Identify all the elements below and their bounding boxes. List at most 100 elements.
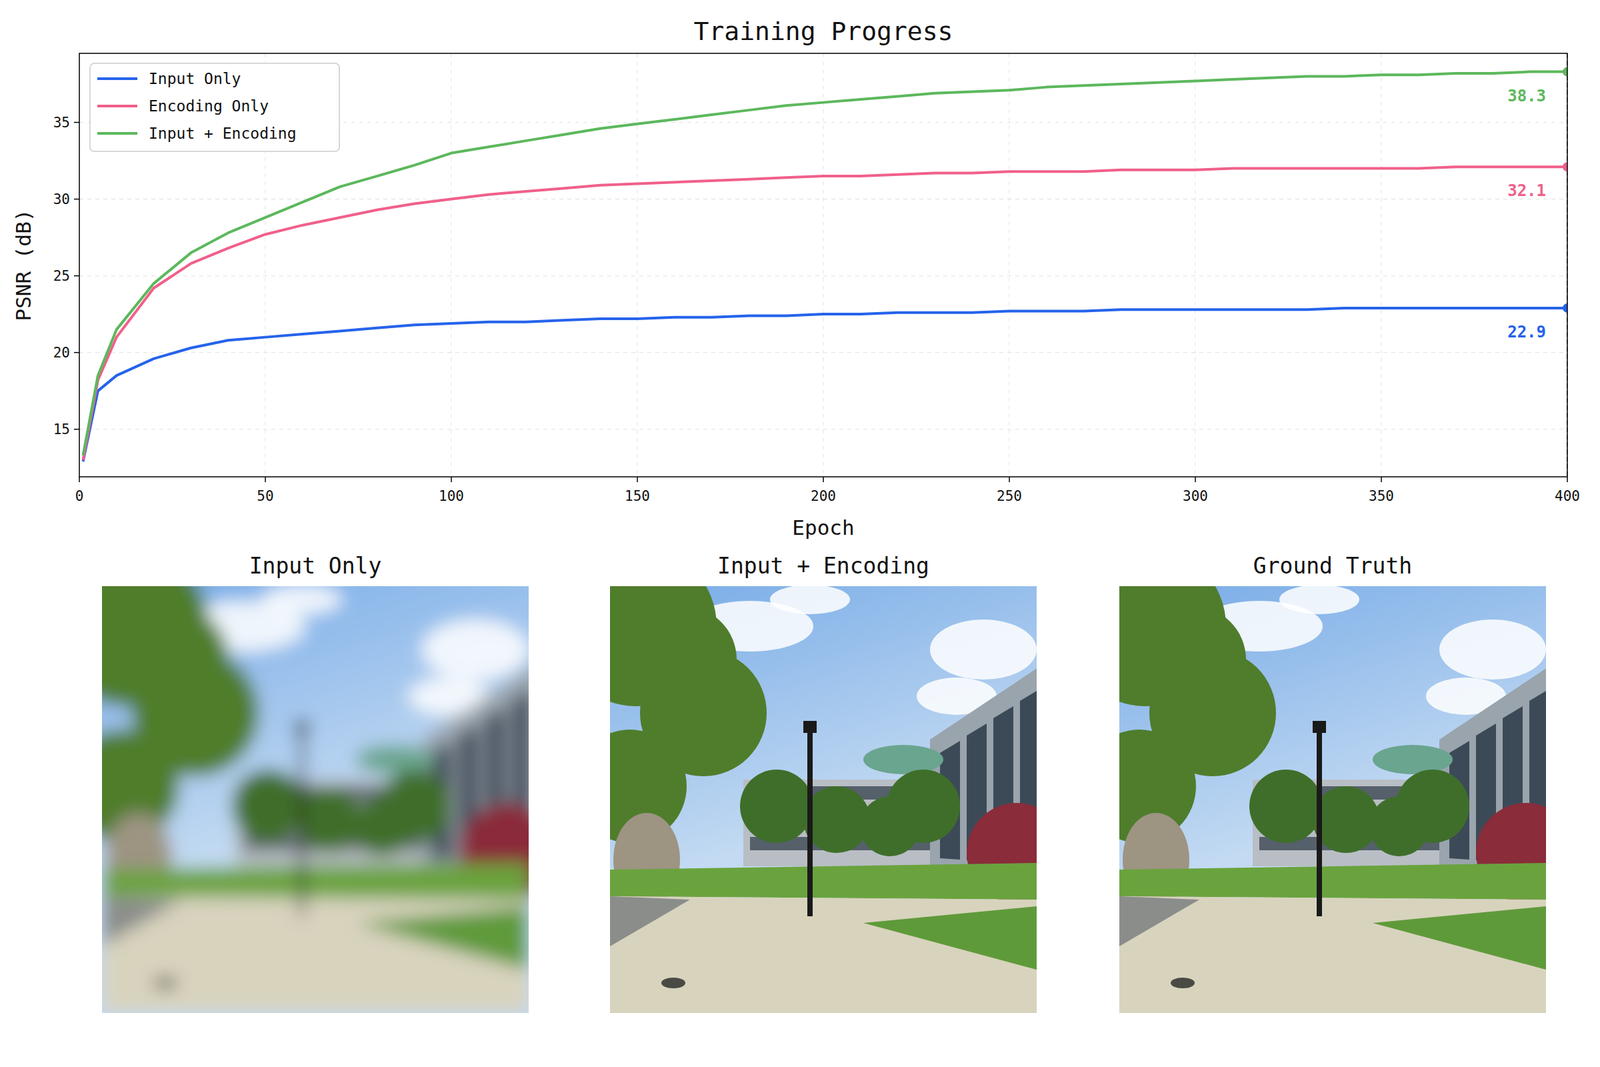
panel-image	[102, 586, 529, 1013]
y-tick-label: 30	[53, 191, 70, 208]
x-tick	[1008, 476, 1010, 482]
x-grid-line	[1194, 53, 1196, 477]
tree-foliage	[740, 769, 814, 843]
x-axis-label: Epoch	[792, 515, 854, 540]
lamp-post	[299, 726, 305, 916]
panel-title: Input + Encoding	[717, 552, 930, 579]
legend-label: Encoding Only	[148, 97, 269, 115]
cloud	[930, 619, 1037, 680]
x-tick-label: 350	[1368, 488, 1394, 504]
y-tick	[74, 352, 80, 354]
manhole	[1170, 977, 1195, 988]
pavement	[610, 896, 1037, 1013]
glass-dome	[1372, 744, 1453, 774]
tree-foliage	[803, 786, 870, 853]
grass	[102, 862, 529, 900]
pavement-shadow	[1119, 896, 1200, 946]
y-grid-line	[79, 275, 1568, 276]
legend-swatch	[97, 77, 138, 80]
y-tick	[74, 428, 80, 430]
annotations: 38.3 32.1 22.9	[1507, 86, 1546, 342]
x-tick	[822, 476, 824, 482]
tree-foliage	[122, 606, 229, 713]
lamp-head	[1312, 720, 1326, 733]
y-tick	[74, 198, 80, 200]
x-tick	[636, 476, 638, 482]
chart-title: Training Progress	[694, 16, 954, 46]
x-tick	[78, 476, 80, 482]
scene	[610, 586, 1037, 1013]
end-value-label: 22.9	[1507, 322, 1546, 342]
panel-image	[610, 586, 1037, 1013]
legend-swatch	[97, 104, 138, 108]
tree-foliage	[1249, 769, 1323, 843]
cloud	[422, 619, 529, 680]
tree-foliage	[295, 786, 362, 853]
grass	[1119, 862, 1546, 900]
x-tick-label: 300	[1182, 488, 1208, 504]
grass	[610, 862, 1037, 900]
end-point	[1562, 162, 1568, 172]
cloud	[1279, 586, 1360, 614]
end-point	[1562, 67, 1568, 77]
lamp-head	[295, 720, 309, 733]
tree-foliage	[232, 769, 306, 843]
x-tick-label: 250	[996, 488, 1022, 504]
x-tick	[1380, 476, 1382, 482]
x-tick	[450, 476, 452, 482]
data-layer	[83, 53, 1568, 477]
pavement	[102, 896, 529, 1013]
legend-label: Input Only	[148, 70, 241, 88]
x-tick	[264, 476, 266, 482]
y-tick	[74, 275, 80, 277]
legend-label: Input + Encoding	[148, 124, 297, 142]
tree-foliage	[352, 796, 412, 856]
x-grid-line	[822, 53, 824, 477]
end-value-label: 32.1	[1507, 181, 1546, 200]
legend-box	[90, 63, 340, 152]
x-grid-line	[1380, 53, 1382, 477]
plot-frame	[79, 53, 1568, 477]
lamp-post	[1316, 726, 1322, 916]
figure: Training Progress05010015020025030035040…	[0, 0, 1600, 1067]
grass-right	[355, 906, 529, 970]
x-grid-line	[1008, 53, 1010, 477]
y-grid-line	[79, 428, 1568, 430]
tree-foliage	[860, 796, 920, 856]
tree-foliage	[1369, 796, 1430, 856]
grid	[79, 53, 1568, 477]
tree-foliage	[630, 606, 737, 713]
y-tick-label: 15	[53, 421, 70, 438]
manhole	[661, 977, 686, 988]
x-grid-line	[636, 53, 638, 477]
legend: Input Only Encoding Only Input + Encoding	[90, 63, 340, 152]
panel-title: Ground Truth	[1253, 552, 1412, 579]
panel-title: Input Only	[249, 552, 382, 579]
x-tick-label: 200	[810, 488, 836, 504]
end-value-label: 38.3	[1507, 86, 1546, 106]
scene	[102, 586, 529, 1013]
manhole	[153, 977, 178, 988]
y-tick-label: 20	[53, 344, 70, 361]
x-tick	[1194, 476, 1196, 482]
x-tick	[1566, 476, 1568, 482]
x-tick-label: 100	[438, 488, 464, 504]
pavement	[1119, 896, 1546, 1013]
tree-foliage	[1139, 606, 1246, 713]
scene	[1119, 586, 1546, 1013]
x-tick-label: 0	[75, 488, 84, 504]
series-line	[83, 308, 1568, 462]
y-tick-label: 35	[53, 114, 70, 131]
series-line	[83, 166, 1568, 460]
axes: 0501001502002503003504001520253035EpochP…	[11, 114, 1580, 540]
cloud	[770, 586, 850, 614]
pavement-shadow	[610, 896, 690, 946]
cloud	[1439, 619, 1546, 680]
y-grid-line	[79, 352, 1568, 353]
grass-right	[863, 906, 1037, 970]
glass-dome	[355, 744, 436, 774]
y-tick-label: 25	[53, 268, 70, 284]
x-tick-label: 400	[1554, 488, 1580, 504]
glass-dome	[863, 744, 944, 774]
y-grid-line	[79, 198, 1568, 200]
